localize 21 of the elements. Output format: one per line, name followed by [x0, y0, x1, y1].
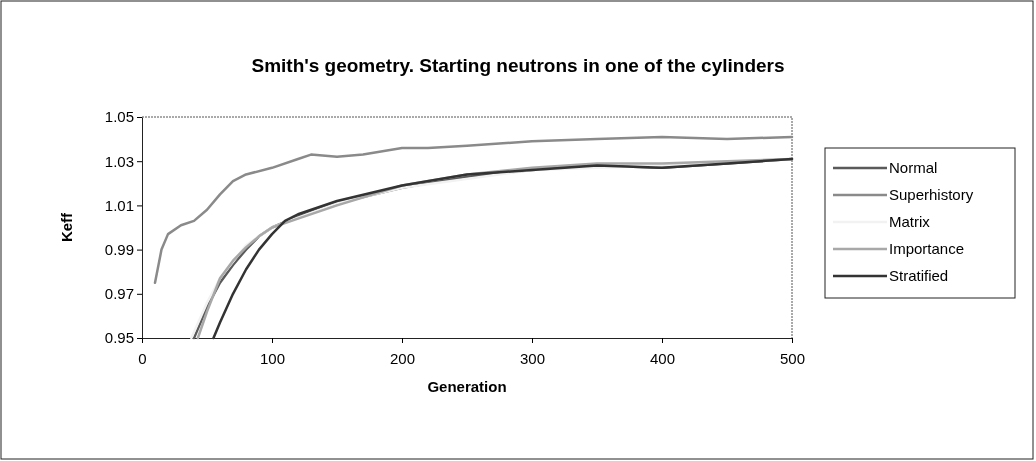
- x-tick-label: 300: [519, 350, 546, 367]
- y-tick-label: 1.05: [104, 108, 134, 126]
- y-tick-label: 0.95: [104, 329, 134, 347]
- x-tick-label: 0: [138, 350, 147, 367]
- y-axis-title: Keff: [58, 211, 75, 243]
- x-axis-title: Generation: [427, 378, 507, 395]
- legend-label: Superhistory: [889, 186, 974, 203]
- y-tick-label: 1.01: [104, 196, 134, 214]
- x-tick-label: 200: [389, 350, 416, 367]
- y-tick-label: 0.97: [104, 285, 134, 303]
- chart-title: Smith's geometry. Starting neutrons in one of the cylinders: [251, 55, 785, 76]
- legend-label: Stratified: [889, 267, 949, 284]
- line-series: [153, 135, 794, 284]
- x-tick-label: 100: [259, 350, 286, 367]
- x-tick-label: 400: [649, 350, 676, 367]
- legend-label: Importance: [889, 240, 965, 257]
- y-tick-label: 1.03: [104, 152, 134, 170]
- legend-label: Matrix: [889, 213, 931, 230]
- legend-label: Normal: [889, 159, 938, 176]
- x-tick-label: 500: [779, 350, 806, 367]
- y-tick-label: 0.99: [104, 240, 134, 258]
